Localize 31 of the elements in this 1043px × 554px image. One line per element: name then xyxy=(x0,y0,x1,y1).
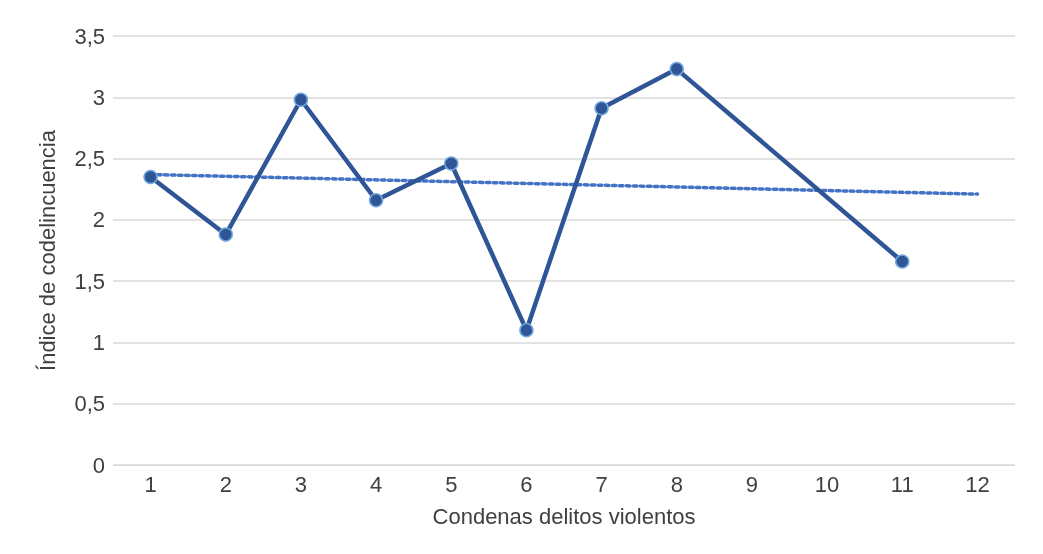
y-tick-label: 3 xyxy=(92,84,105,110)
x-tick-label: 5 xyxy=(445,471,458,497)
point xyxy=(218,227,233,242)
point xyxy=(895,254,910,269)
point xyxy=(519,322,534,338)
x-tick-label: 10 xyxy=(814,471,840,497)
x-tick-label: 7 xyxy=(595,471,608,497)
y-axis-title: Índice de codelincuencia xyxy=(34,129,60,371)
y-tick-label: 1 xyxy=(92,329,105,355)
point xyxy=(143,169,158,185)
x-tick-label: 1 xyxy=(144,471,157,497)
x-tick-label: 3 xyxy=(294,471,308,497)
y-tick-label: 2,5 xyxy=(74,146,105,172)
x-tick-label: 11 xyxy=(890,471,914,497)
x-tick-label: 4 xyxy=(369,471,383,497)
x-tick-label: 9 xyxy=(745,471,759,497)
y-tick-label: 0,5 xyxy=(74,391,105,417)
x-axis-title: Condenas delitos violentos xyxy=(432,503,696,529)
point xyxy=(594,101,609,116)
x-tick-label: 8 xyxy=(670,471,683,497)
point xyxy=(444,156,459,171)
point xyxy=(368,193,384,208)
point xyxy=(669,61,684,77)
point xyxy=(293,92,309,107)
x-tick-label: 12 xyxy=(965,471,990,497)
y-tick-label: 0 xyxy=(92,452,105,478)
y-tick-label: 2 xyxy=(92,207,105,233)
y-tick-label: 3,5 xyxy=(74,23,105,49)
y-tick-label: 1,5 xyxy=(74,268,105,294)
x-tick-label: 6 xyxy=(520,471,533,497)
x-tick-label: 2 xyxy=(219,471,232,497)
